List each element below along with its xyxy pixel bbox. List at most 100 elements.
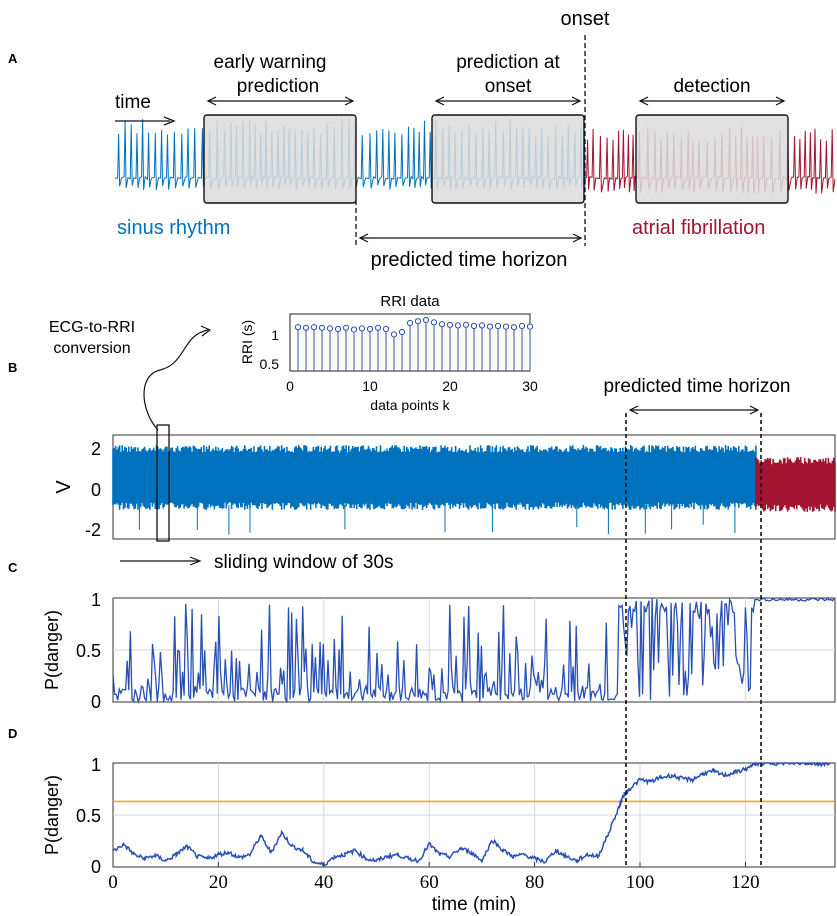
conversion-label-1: ECG-to-RRI [49,319,135,336]
inset-point [462,321,470,328]
panel-d-grid [113,763,835,867]
b-ytick-0: 0 [91,480,101,500]
predicted-horizon-label-b: predicted time horizon [604,376,791,397]
inset-point [374,324,382,331]
d-ytick-05: 0.5 [76,806,101,826]
ecg-artifact-spikes [138,505,736,535]
conversion-arrow [143,329,209,431]
prediction-onset-label-1: prediction at [456,52,560,73]
inset-point [390,331,398,338]
inset-xtick-20: 20 [442,378,458,394]
sliding-window-box [156,424,170,542]
onset-label: onset [561,8,610,30]
time-arrow-head [163,116,176,126]
inset-point [454,322,462,329]
inset-ytick-1: 1 [271,327,279,343]
inset-point [294,324,302,331]
atrial-fibrillation-label: atrial fibrillation [632,217,765,239]
horizon-arrow-a [358,233,583,243]
inset-marks [294,316,534,371]
inset-point [502,323,510,330]
panel-d-label: D [8,726,17,741]
inset-point [518,322,526,330]
inset-xtick-10: 10 [362,378,378,394]
detection-label: detection [673,76,750,97]
detection-box [635,114,789,204]
early-warning-box [203,114,357,204]
inset-point [382,325,390,333]
early-warning-label-1: early warning [214,52,327,73]
panel-c: C 1 0.5 0 P(danger) [8,560,836,712]
conversion-label-2: conversion [53,340,130,357]
inset-xlabel: data points k [370,397,450,413]
b-ytick-m2: -2 [85,520,101,540]
prediction-onset-label-2: onset [485,76,532,97]
panel-c-probability-line [112,597,835,705]
inset-point [358,325,366,332]
sliding-arrow-head [189,556,202,566]
d-xtick-60: 60 [420,872,439,893]
panel-a-label: A [8,51,18,66]
inset-point [318,324,326,331]
d-xtick-20: 20 [209,872,228,893]
inset-point [326,325,334,332]
d-xtick-80: 80 [525,872,544,893]
inset-point [310,324,318,331]
inset-xtick-0: 0 [286,378,294,394]
panel-b-label: B [8,360,17,375]
c-ytick-05: 0.5 [76,641,101,661]
sinus-rhythm-label: sinus rhythm [117,217,230,239]
d-ytick-0: 0 [91,857,101,877]
ecg-trace-b [112,445,836,535]
panel-c-label: C [8,560,18,575]
d-xticks: 0 20 40 60 80 100 120 [108,862,760,893]
inset-point [438,321,446,328]
inset-point [398,328,406,336]
early-warning-label-2: prediction [237,76,319,97]
inset-point [414,318,422,325]
panel-d: D 1 0.5 0 P(danger) 0 20 40 60 80 100 120 time… [8,726,836,915]
sliding-window-label: sliding window of 30s [214,552,394,573]
af-ecg-band [755,457,836,512]
panel-d-probability-line [112,761,831,867]
c-ytick-1: 1 [91,590,101,610]
inset-point [430,319,438,326]
d-xtick-100: 100 [626,872,655,893]
d-xlabel: time (min) [432,894,516,915]
inset-point [342,324,350,331]
inset-ytick-05: 0.5 [260,356,280,372]
d-ylabel: P(danger) [42,775,62,855]
b-ylabel: V [53,480,75,494]
predicted-horizon-label-a: predicted time horizon [371,249,568,271]
conversion-arrow-head [200,325,212,337]
inset-point [334,325,342,333]
inset-title: RRI data [380,293,440,310]
inset-point [366,325,374,333]
horizon-arrow-b [628,405,760,415]
detection-arrow [638,96,786,106]
inset-point [422,316,430,324]
d-xtick-0: 0 [108,872,118,893]
inset-point [302,324,310,331]
c-ylabel: P(danger) [42,610,62,690]
inset-point [406,319,414,327]
d-ytick-1: 1 [91,755,101,775]
d-xtick-40: 40 [314,872,333,893]
c-ytick-0: 0 [91,692,101,712]
inset-xtick-30: 30 [522,378,538,394]
inset-point [510,324,518,331]
inset-point [486,323,494,330]
inset-point [350,326,358,333]
prediction-onset-arrow [434,96,582,106]
rri-inset: RRI data 1 0.5 0 10 20 30 data points k … [239,293,538,413]
panel-a: A onset time early warning prediction pr… [8,8,836,271]
inset-point [446,321,454,328]
early-warning-arrow [206,96,355,106]
sinus-ecg-band [112,445,757,510]
inset-point [526,323,534,330]
d-xtick-120: 120 [731,872,760,893]
prediction-onset-box [431,114,585,204]
time-label: time [115,92,151,113]
inset-point [494,322,502,330]
